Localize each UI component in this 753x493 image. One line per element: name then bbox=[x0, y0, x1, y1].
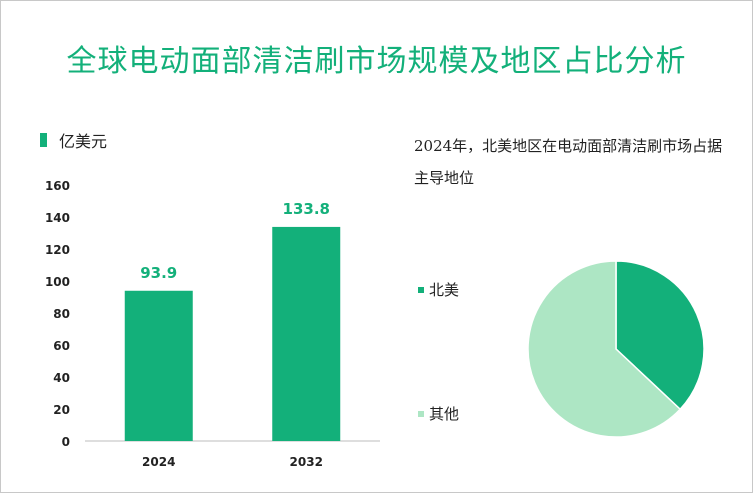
x-tick-label-2032: 2032 bbox=[290, 455, 323, 469]
unit-legend: 亿美元 bbox=[40, 128, 107, 152]
pie-slice-0 bbox=[615, 260, 705, 411]
pie-legend-other: 其他 bbox=[418, 403, 459, 424]
bar-2032 bbox=[272, 226, 341, 441]
y-tick-label-6: 120 bbox=[45, 243, 70, 257]
page-title: 全球电动面部清洁刷市场规模及地区占比分析 bbox=[66, 44, 687, 79]
unit-legend-label: 亿美元 bbox=[59, 132, 108, 151]
y-tick-label-8: 160 bbox=[45, 179, 70, 193]
y-tick-label-1: 20 bbox=[53, 403, 70, 417]
y-tick-label-4: 80 bbox=[53, 307, 70, 321]
pie-slice-1 bbox=[527, 260, 682, 438]
y-tick-label-5: 100 bbox=[45, 275, 70, 289]
y-tick-label-2: 40 bbox=[53, 371, 70, 385]
bar-2024 bbox=[124, 290, 193, 441]
x-tick-label-2024: 2024 bbox=[142, 455, 175, 469]
bar-value-label-2024: 93.9 bbox=[140, 264, 177, 282]
unit-legend-swatch bbox=[40, 133, 47, 147]
pie-legend-other-swatch bbox=[418, 410, 424, 417]
pie-legend-north-america-swatch bbox=[418, 286, 424, 293]
pie-legend-north-america-label: 北美 bbox=[429, 281, 460, 299]
pie-legend-other-label: 其他 bbox=[429, 405, 460, 423]
y-tick-label-7: 140 bbox=[45, 211, 70, 225]
bar-value-label-2032: 133.8 bbox=[283, 200, 330, 218]
y-tick-label-3: 60 bbox=[53, 339, 70, 353]
y-tick-label-0: 0 bbox=[62, 435, 70, 449]
pie-note: 2024年，北美地区在电动面部清洁刷市场占据主导地位 bbox=[414, 137, 723, 187]
pie-legend-north-america: 北美 bbox=[418, 279, 459, 300]
